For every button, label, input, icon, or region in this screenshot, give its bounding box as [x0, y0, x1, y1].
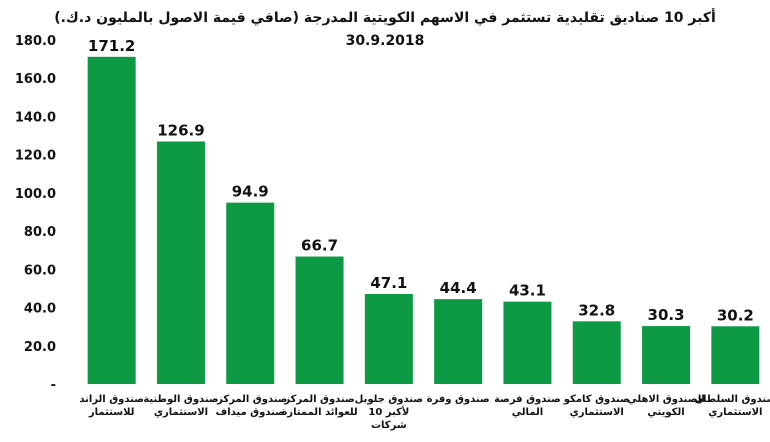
bar [226, 202, 275, 384]
chart-title: أكبر 10 صناديق تقليدية تستثمر في الاسهم … [54, 8, 716, 26]
data-label: 47.1 [370, 274, 407, 292]
x-tick-label: صندوق فرصة المالي [494, 394, 561, 418]
y-tick-label: 80.0 [24, 225, 56, 240]
bar [156, 141, 205, 384]
x-tick-label-line: صندوق الراند [79, 394, 144, 405]
y-tick-label: 180.0 [15, 34, 56, 49]
bar [572, 321, 621, 384]
data-label: 66.7 [301, 237, 338, 255]
y-tick-label: 120.0 [15, 149, 56, 164]
data-labels-group: 171.2 126.9 94.9 66.7 47.1 44.4 43.1 32.8 30.3 30… [88, 37, 754, 324]
data-label: 30.2 [717, 306, 754, 324]
y-tick-label: 20.0 [24, 340, 56, 355]
x-tick-label-line: صندوق جلوبل [355, 394, 423, 405]
x-tick-label-line: صندوق ميداف [216, 407, 285, 418]
y-axis-ticks: - 20.0 40.0 60.0 80.0 100.0 120.0 140.0 160.0 180… [15, 34, 56, 393]
x-tick-label-line: الاستثماري [154, 407, 208, 418]
y-tick-label: 140.0 [15, 110, 56, 125]
data-label: 43.1 [509, 282, 546, 300]
data-label: 171.2 [88, 37, 135, 55]
y-tick-label: 160.0 [15, 72, 56, 87]
data-label: 126.9 [157, 121, 204, 139]
bar [434, 299, 483, 384]
x-tick-label-line: الكويتي [647, 407, 684, 418]
y-tick-label: 100.0 [15, 187, 56, 202]
x-tick-label-line: صندوق فرصة [494, 394, 561, 405]
data-label: 94.9 [232, 183, 269, 201]
category-labels-group: صندوق الراند للاستثمار صندوق الوطنية الاستث… [79, 394, 770, 431]
y-tick-label: 60.0 [24, 263, 56, 278]
bar [295, 256, 344, 384]
data-label: 32.8 [578, 301, 615, 319]
bars-group [87, 56, 760, 384]
bar [503, 301, 552, 384]
x-tick-label: صندوق المركز للعوائد الممتازة [281, 394, 357, 418]
x-tick-label: صندوق السلطان الاستثماري [695, 394, 770, 418]
x-tick-label-line: لأكبر 10 [368, 405, 409, 418]
x-tick-label-line: الاستثماري [708, 407, 762, 418]
x-tick-label-line: للاستثمار [88, 407, 135, 418]
x-tick-label-line: صندوق السلطان [695, 394, 770, 405]
x-tick-label-line: للعوائد الممتازة [281, 407, 357, 418]
bar [642, 326, 691, 384]
x-tick-label-line: المالي [512, 407, 544, 418]
chart-subtitle: 30.9.2018 [346, 33, 425, 49]
x-tick-label: صندوق الوطنية الاستثماري [143, 394, 218, 418]
x-tick-label-line: الاستثماري [570, 407, 624, 418]
x-tick-label-line: شركات [371, 420, 407, 431]
x-tick-label: صندوق كامكو الاستثماري [563, 394, 630, 418]
bar [364, 293, 413, 384]
x-tick-label-line: صندوق الوطنية [143, 394, 218, 405]
x-tick-label: صندوق الراند للاستثمار [79, 394, 144, 418]
x-tick-label: صندوق وفرة [427, 394, 490, 405]
x-tick-label-line: صندوق كامكو [563, 394, 630, 405]
x-tick-label-line: صندوق المركز [283, 394, 354, 405]
x-tick-label: صندوق المركز- صندوق ميداف [213, 394, 287, 418]
x-tick-label-line: الصندوق الاهلي [627, 394, 705, 405]
data-label: 44.4 [440, 279, 477, 297]
x-tick-label-line: صندوق وفرة [427, 394, 490, 405]
y-tick-label: - [51, 378, 56, 393]
y-tick-label: 40.0 [24, 302, 56, 317]
bar [87, 56, 136, 384]
x-tick-label: صندوق جلوبل لأكبر 10 شركات [355, 394, 423, 431]
x-tick-label-line: صندوق المركز- [213, 394, 287, 405]
bar [711, 326, 760, 384]
data-label: 30.3 [648, 306, 685, 324]
x-tick-label: الصندوق الاهلي الكويتي [627, 394, 705, 418]
